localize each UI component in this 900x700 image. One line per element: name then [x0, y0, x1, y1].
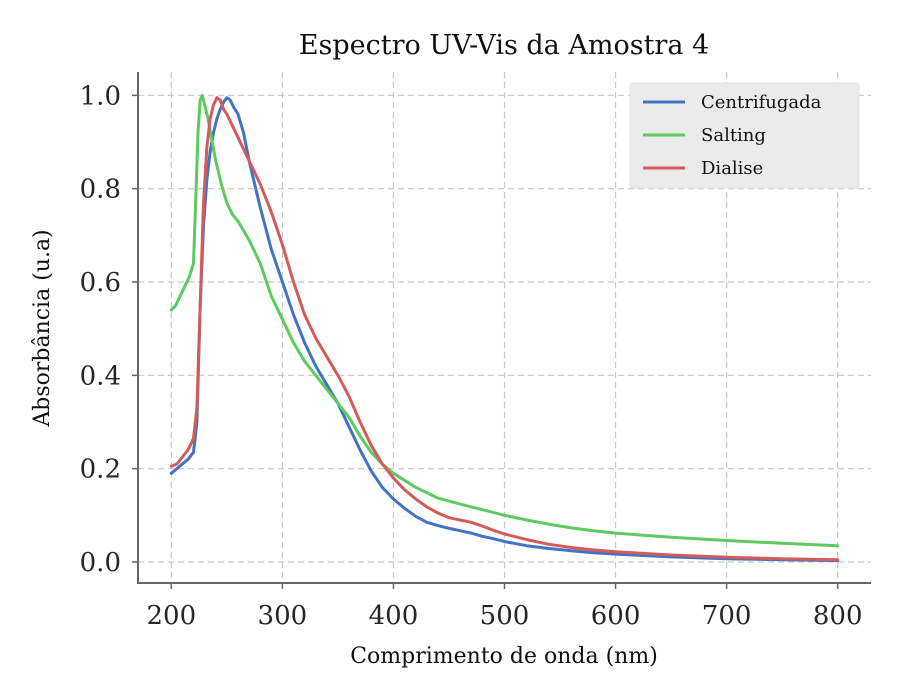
legend-label-centrifugada: Centrifugada [701, 92, 822, 113]
y-axis-title: Absorbância (u.a) [30, 229, 55, 427]
x-tick-label: 500 [480, 601, 530, 631]
x-tick-label: 700 [702, 601, 752, 631]
y-tick-label: 0.4 [80, 361, 121, 391]
legend-label-salting: Salting [701, 125, 766, 146]
series-line-salting [169, 93, 840, 548]
x-tick-label: 800 [813, 601, 863, 631]
y-tick-label: 0.8 [80, 175, 121, 205]
y-tick-label: 0.6 [80, 268, 121, 298]
y-tick-label: 0.2 [80, 455, 121, 485]
x-axis-title: Comprimento de onda (nm) [350, 644, 658, 669]
legend-label-dialise: Dialise [701, 158, 763, 179]
x-tick-label: 600 [591, 601, 641, 631]
y-tick-label: 1.0 [80, 81, 121, 111]
series-line-dialise [169, 96, 840, 562]
legend-box [629, 82, 860, 189]
x-tick-label: 400 [369, 601, 419, 631]
y-tick-label: 0.0 [80, 548, 121, 578]
x-tick-label: 200 [146, 601, 196, 631]
x-ticks: 200 300 400 500 600 700 800 [146, 583, 863, 631]
chart-title: Espectro UV-Vis da Amostra 4 [299, 30, 709, 61]
series-line-centrifugada [169, 96, 840, 563]
series-layer [169, 93, 840, 563]
y-ticks: 0.0 0.2 0.4 0.6 0.8 1.0 [80, 81, 138, 578]
x-tick-label: 300 [258, 601, 308, 631]
legend: Centrifugada Salting Dialise [629, 82, 860, 189]
